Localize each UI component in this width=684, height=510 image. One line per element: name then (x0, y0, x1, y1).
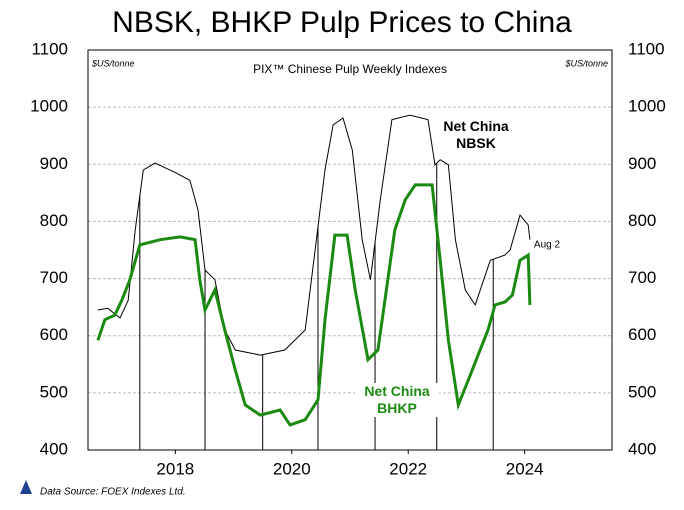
chart-title: NBSK, BHKP Pulp Prices to China (112, 6, 572, 39)
x-tick-label: 2018 (156, 459, 194, 478)
y-tick-label: 800 (40, 211, 68, 230)
y2-tick-label: 1000 (628, 97, 666, 116)
end-label: Aug 2 (534, 239, 561, 250)
y2-tick-label: 800 (628, 211, 656, 230)
chart-subtitle: PIX™ Chinese Pulp Weekly Indexes (253, 62, 447, 76)
series-line (97, 114, 531, 356)
y-tick-label: 600 (40, 325, 68, 344)
y2-tick-label: 1100 (628, 39, 665, 58)
y-tick-label: 900 (40, 154, 68, 173)
y2-tick-label: 600 (628, 325, 656, 344)
y-unit-left: $US/tonne (91, 58, 135, 68)
y2-tick-label: 900 (628, 154, 656, 173)
y-tick-label: 400 (40, 439, 68, 458)
x-tick-label: 2022 (389, 459, 427, 478)
y-tick-label: 700 (40, 268, 68, 287)
plot-frame (87, 49, 613, 451)
y2-tick-label: 500 (628, 382, 656, 401)
series-label: Net China NBSK (434, 118, 518, 152)
y-tick-label: 1000 (30, 97, 68, 116)
x-tick-label: 2024 (506, 459, 544, 478)
y2-tick-label: 400 (628, 439, 656, 458)
y2-tick-label: 700 (628, 268, 656, 287)
series-label: Net China BHKP (355, 383, 439, 417)
series-line (96, 183, 532, 427)
y-tick-label: 1100 (31, 39, 68, 58)
source: Data Source: FOEX Indexes Ltd. (40, 487, 186, 498)
y-unit-right: $US/tonne (564, 58, 608, 68)
y-tick-label: 500 (40, 382, 68, 401)
logo (20, 480, 32, 494)
x-tick-label: 2020 (273, 459, 311, 478)
